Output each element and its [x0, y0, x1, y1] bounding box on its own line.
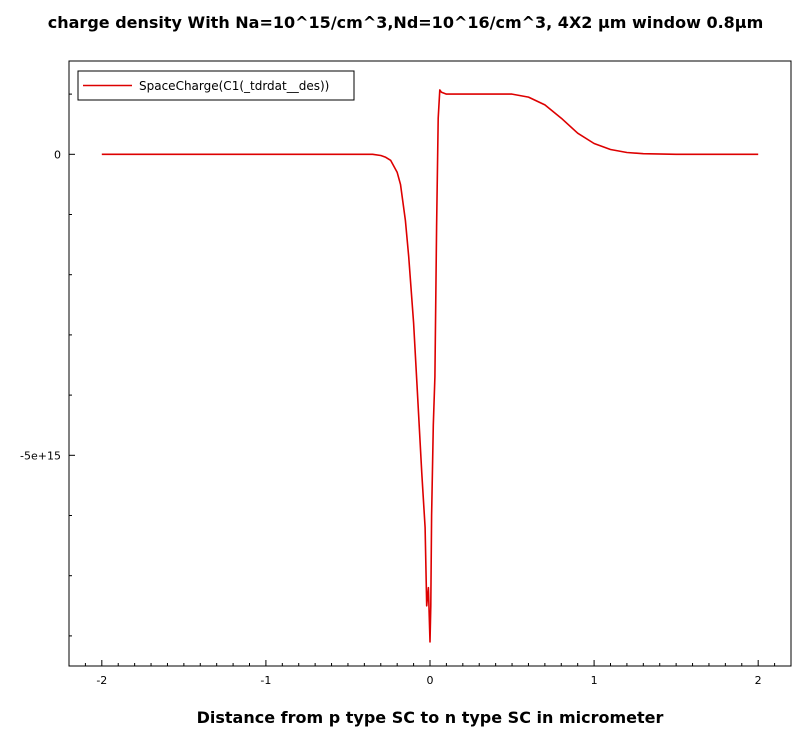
x-axis-ticks: -2 -1 0 1 2	[68, 660, 792, 687]
series-layer	[101, 89, 759, 643]
legend: SpaceCharge(C1(_tdrdat__des))	[77, 70, 355, 101]
chart-title: charge density With Na=10^15/cm^3,Nd=10^…	[47, 13, 764, 32]
x-tick-label: -1	[260, 674, 271, 687]
y-axis-ticks: 0 -5e+15	[20, 93, 75, 637]
y-tick-label: -5e+15	[20, 449, 61, 462]
plot-frame	[68, 60, 792, 667]
series-line	[101, 89, 759, 643]
x-tick-label: 1	[591, 674, 598, 687]
y-tick-label: 0	[54, 148, 61, 161]
legend-label: SpaceCharge(C1(_tdrdat__des))	[139, 79, 329, 93]
x-axis-label: Distance from p type SC to n type SC in …	[196, 708, 664, 727]
x-tick-label: -2	[96, 674, 107, 687]
x-tick-label: 2	[755, 674, 762, 687]
x-tick-label: 0	[427, 674, 434, 687]
